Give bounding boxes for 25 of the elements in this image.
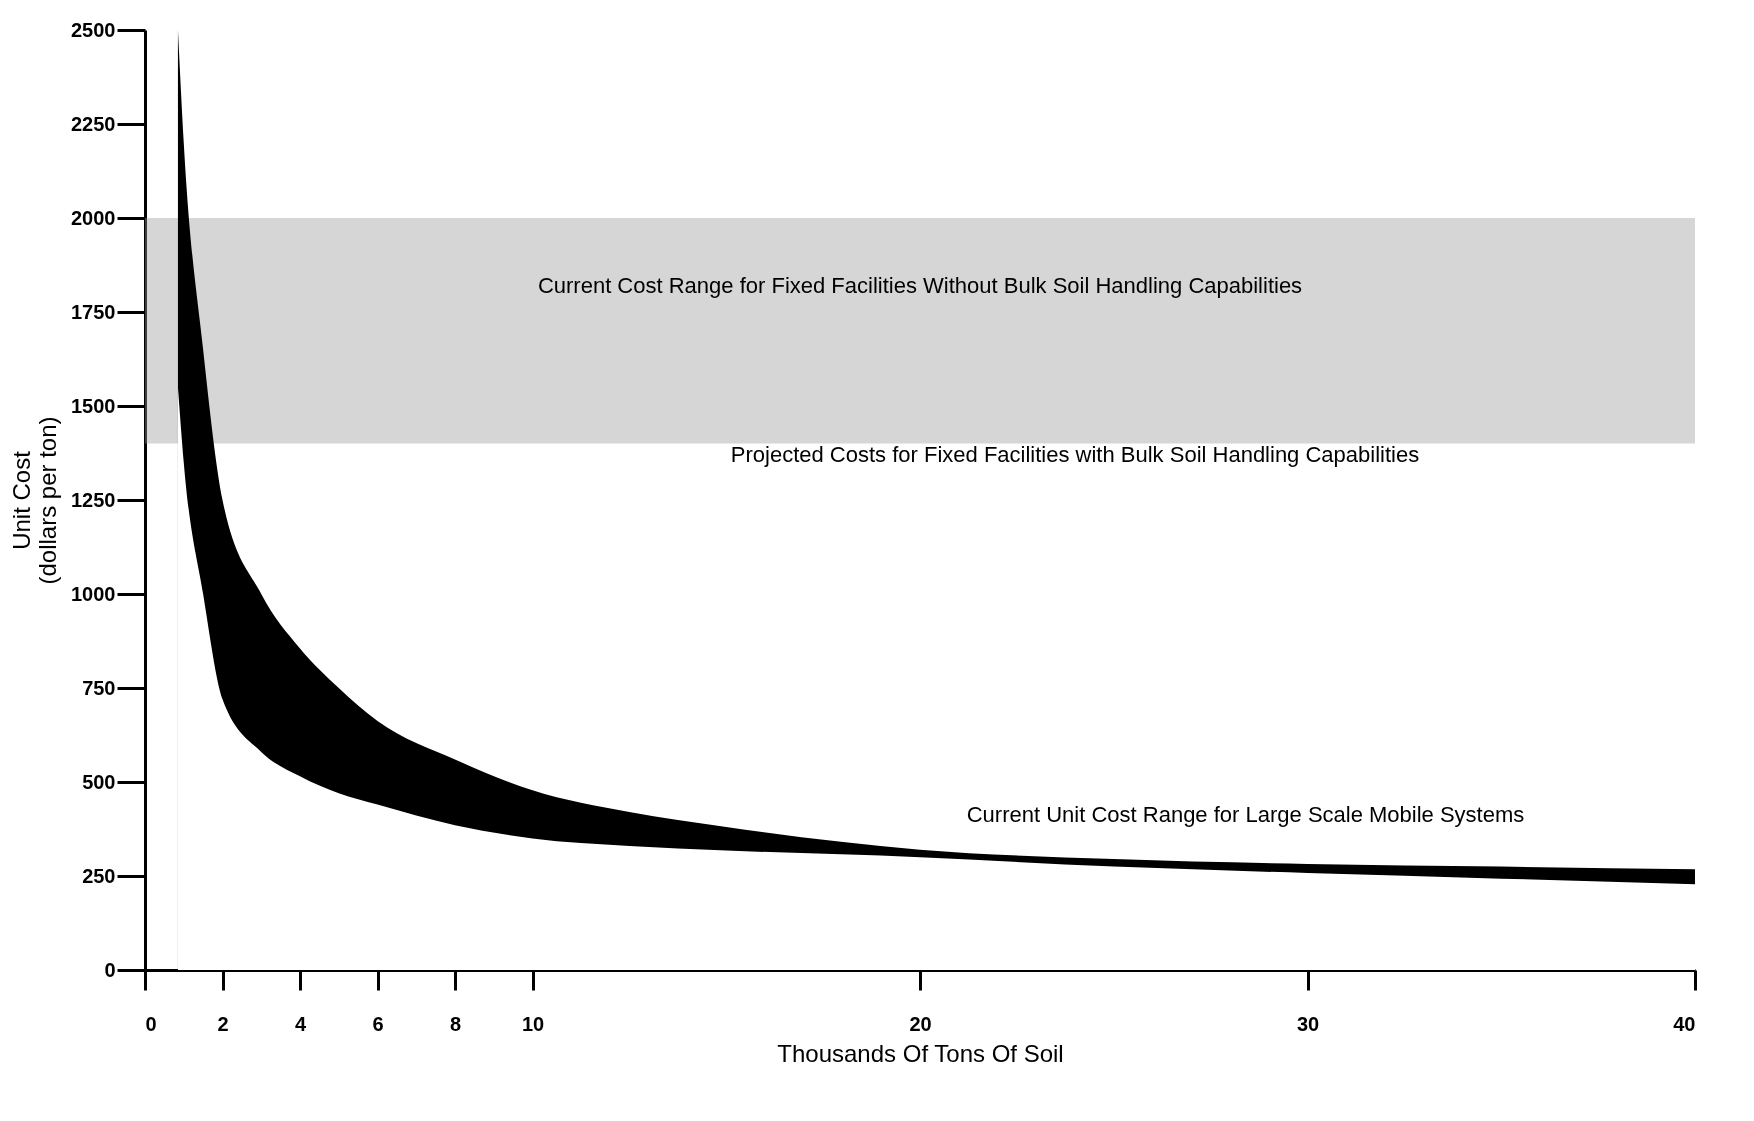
annotation: Current Unit Cost Range for Large Scale Mobile Systems — [966, 801, 1525, 827]
y-tick-label: 2000 — [71, 206, 116, 229]
annotation: Projected Costs for Fixed Facilities with Bulk Soil Handling Capabilities — [730, 441, 1420, 467]
y-tick-label: 1500 — [71, 394, 116, 417]
y-tick-label: 1250 — [71, 488, 116, 511]
x-tick-label: 40 — [1673, 1012, 1696, 1035]
x-tick-label: 30 — [1296, 1012, 1320, 1035]
y-tick-label: 500 — [82, 770, 116, 793]
x-tick-label: 2 — [217, 1012, 229, 1035]
x-tick-label: 4 — [294, 1012, 307, 1035]
y-tick-label: 1000 — [71, 582, 116, 605]
x-tick-label: 8 — [449, 1012, 462, 1035]
y-tick-label: 250 — [82, 864, 116, 887]
x-tick-label: 10 — [521, 1012, 545, 1035]
band-label: Current Cost Range for Fixed Facilities Without Bulk Soil Handling Capabilities — [537, 272, 1303, 298]
x-tick-label: 6 — [372, 1012, 384, 1035]
y-tick-label: 750 — [82, 676, 116, 699]
y-tick-label: 1750 — [71, 300, 116, 323]
x-tick-label: 0 — [145, 1012, 157, 1035]
x-tick-label: 20 — [909, 1012, 932, 1035]
x-axis-title: Thousands Of Tons Of Soil — [777, 1039, 1064, 1067]
y-tick-label: 2500 — [71, 18, 116, 41]
y-tick-label: 2250 — [71, 112, 116, 135]
y-tick-label: 0 — [104, 958, 116, 981]
y-axis-title: Unit Cost (dollars per ton) — [8, 416, 62, 585]
